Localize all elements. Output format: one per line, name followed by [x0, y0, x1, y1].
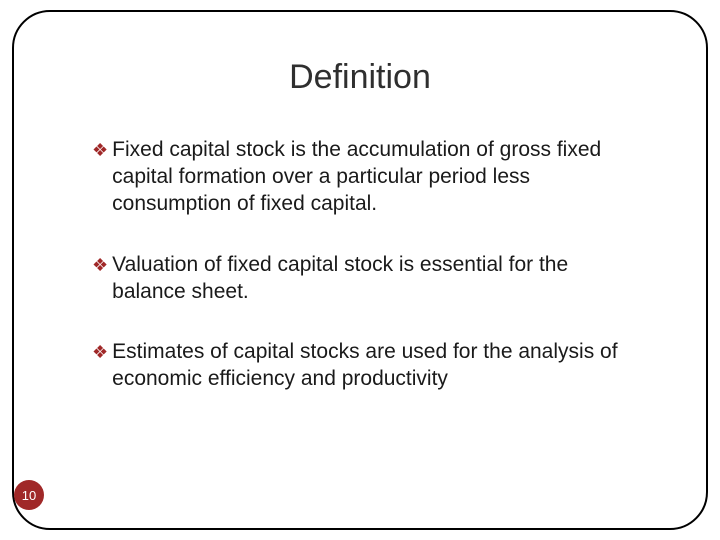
- slide-frame: Definition ❖ Fixed capital stock is the …: [12, 10, 708, 530]
- list-item: ❖ Estimates of capital stocks are used f…: [92, 339, 634, 393]
- slide-title: Definition: [14, 58, 706, 97]
- page-number-badge: 10: [14, 480, 44, 510]
- bullet-text: Fixed capital stock is the accumulation …: [112, 137, 634, 218]
- diamond-bullet-icon: ❖: [92, 252, 108, 279]
- content-area: ❖ Fixed capital stock is the accumulatio…: [92, 137, 634, 393]
- list-item: ❖ Fixed capital stock is the accumulatio…: [92, 137, 634, 218]
- bullet-text: Estimates of capital stocks are used for…: [112, 339, 634, 393]
- diamond-bullet-icon: ❖: [92, 137, 108, 164]
- list-item: ❖ Valuation of fixed capital stock is es…: [92, 252, 634, 306]
- bullet-text: Valuation of fixed capital stock is esse…: [112, 252, 634, 306]
- page-number: 10: [22, 488, 36, 503]
- diamond-bullet-icon: ❖: [92, 339, 108, 366]
